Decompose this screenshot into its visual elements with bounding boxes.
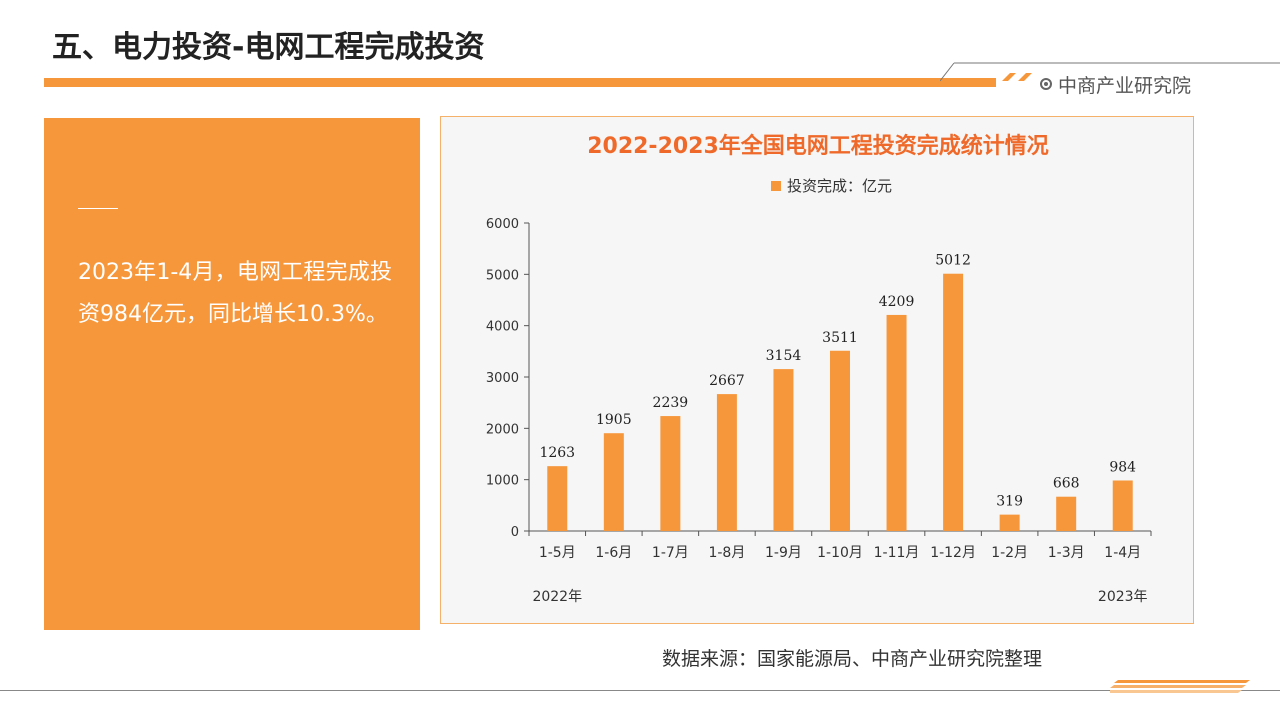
bar-chart: 2022-2023年全国电网工程投资完成统计情况 投资完成：亿元 0 1000 20… [486, 133, 1152, 605]
chart-bars: 1263 1905 2239 2667 3154 3511 4209 5012 319 668 98… [539, 253, 1136, 531]
y-tick-label: 2000 [486, 422, 519, 437]
data-label: 319 [996, 494, 1023, 510]
data-label: 984 [1109, 459, 1136, 475]
summary-panel: 2023年1-4月，电网工程完成投资984亿元，同比增长10.3%。 [44, 118, 420, 630]
data-label: 2239 [653, 395, 689, 411]
x-tick-label: 1-6月 [595, 545, 632, 561]
y-tick-label: 4000 [486, 320, 519, 335]
chart-container: 2022-2023年全国电网工程投资完成统计情况 投资完成：亿元 0 1000 20… [440, 116, 1194, 624]
bar [1056, 496, 1077, 531]
page-title: 五、电力投资-电网工程完成投资 [52, 30, 485, 65]
data-label: 1905 [596, 412, 632, 428]
bar [603, 433, 624, 531]
data-label: 668 [1053, 476, 1080, 492]
y-tick-label: 3000 [486, 371, 519, 386]
bar [547, 466, 568, 531]
bar [999, 514, 1020, 531]
summary-divider [78, 208, 118, 209]
legend-swatch [771, 181, 781, 191]
bar [660, 416, 681, 531]
bar [830, 350, 850, 531]
data-label: 3511 [822, 330, 858, 346]
legend-label: 投资完成：亿元 [787, 177, 892, 195]
y-tick-label: 1000 [486, 474, 519, 489]
year-label-2023: 2023年 [1098, 589, 1148, 605]
brand-name: 中商产业研究院 [1058, 74, 1192, 97]
x-tick-label: 1-12月 [930, 545, 976, 561]
chart-axes: 0 1000 2000 3000 4000 5000 6000 1-5月 1-6月 1-7月 1-8… [486, 217, 1152, 605]
bar [943, 273, 964, 531]
bar [773, 369, 794, 531]
x-tick-label: 1-9月 [765, 545, 802, 561]
x-tick-label: 1-5月 [539, 545, 576, 561]
x-tick-label: 1-11月 [874, 545, 920, 561]
x-tick-label: 1-4月 [1104, 545, 1141, 561]
x-tick-label: 1-2月 [991, 545, 1028, 561]
x-tick-label: 1-3月 [1048, 545, 1085, 561]
data-label: 1263 [539, 445, 575, 461]
decorative-slash-line [940, 62, 1280, 82]
x-tick-label: 1-10月 [817, 545, 863, 561]
y-tick-label: 5000 [486, 268, 519, 283]
data-label: 4209 [879, 294, 915, 310]
title-underline-bar [44, 78, 996, 87]
year-label-2022: 2022年 [532, 589, 582, 605]
data-source: 数据来源：国家能源局、中商产业研究院整理 [662, 648, 1043, 670]
y-tick-label: 6000 [486, 217, 519, 232]
target-icon [1040, 78, 1052, 90]
y-tick-label: 0 [511, 525, 519, 540]
brand-logo: 中商产业研究院 [1040, 71, 1191, 97]
data-label: 2667 [709, 373, 745, 389]
x-tick-label: 1-7月 [652, 545, 689, 561]
data-label: 5012 [935, 253, 971, 269]
data-label: 3154 [766, 348, 802, 364]
footer-stripes [1110, 680, 1250, 693]
x-tick-label: 1-8月 [708, 545, 745, 561]
chart-title: 2022-2023年全国电网工程投资完成统计情况 [587, 133, 1049, 159]
summary-text: 2023年1-4月，电网工程完成投资984亿元，同比增长10.3%。 [78, 260, 392, 327]
bar [886, 314, 907, 531]
bar [716, 394, 737, 531]
footer-line [0, 690, 1280, 691]
bar [1112, 480, 1133, 531]
